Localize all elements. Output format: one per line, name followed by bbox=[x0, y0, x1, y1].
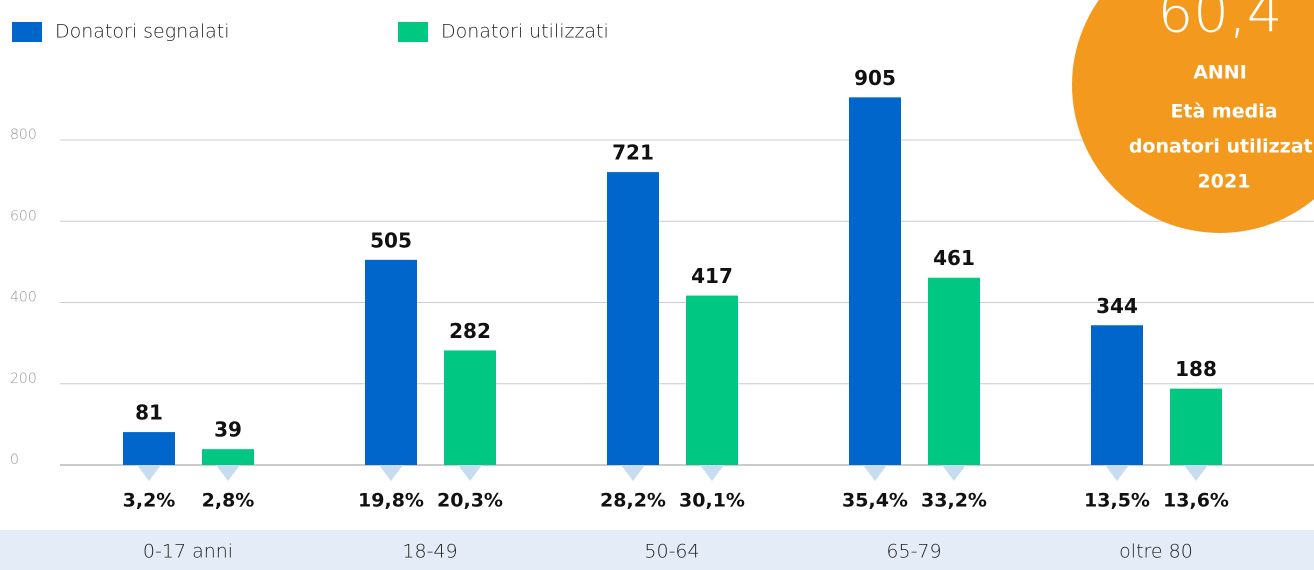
value-label: 417 bbox=[691, 264, 733, 288]
value-label: 81 bbox=[135, 401, 163, 425]
bar bbox=[123, 432, 175, 465]
annotation-line: donatori utilizzati bbox=[1129, 136, 1314, 158]
share-label: 19,8% bbox=[358, 490, 424, 512]
legend-label: Donatori utilizzati bbox=[441, 21, 609, 43]
value-label: 39 bbox=[214, 418, 242, 442]
bar bbox=[1170, 388, 1222, 465]
pointer bbox=[942, 465, 966, 481]
x-tick-label: 0-17 anni bbox=[143, 541, 233, 563]
y-tick-label: 600 bbox=[10, 208, 37, 224]
pointer bbox=[700, 465, 724, 481]
bar bbox=[607, 172, 659, 465]
bar bbox=[365, 259, 417, 465]
value-label: 344 bbox=[1096, 294, 1138, 318]
share-label: 33,2% bbox=[921, 490, 987, 512]
x-tick-label: 65-79 bbox=[886, 541, 941, 563]
pointer bbox=[1105, 465, 1129, 481]
legend-swatch bbox=[12, 22, 42, 42]
bar bbox=[686, 295, 738, 465]
legend-label: Donatori segnalati bbox=[55, 21, 229, 43]
pointer bbox=[1184, 465, 1208, 481]
share-label: 30,1% bbox=[679, 490, 745, 512]
value-label: 505 bbox=[370, 228, 412, 252]
bar bbox=[849, 97, 901, 465]
value-label: 461 bbox=[933, 246, 975, 270]
bar bbox=[928, 277, 980, 465]
annotation-unit: ANNI bbox=[1193, 62, 1247, 84]
bar bbox=[1091, 325, 1143, 465]
x-tick-label: 50-64 bbox=[644, 541, 699, 563]
share-label: 13,6% bbox=[1163, 490, 1229, 512]
share-label: 13,5% bbox=[1084, 490, 1150, 512]
share-label: 20,3% bbox=[437, 490, 503, 512]
share-label: 28,2% bbox=[600, 490, 666, 512]
pointer bbox=[863, 465, 887, 481]
share-label: 2,8% bbox=[202, 490, 255, 512]
x-tick-label: oltre 80 bbox=[1119, 541, 1193, 563]
category-band bbox=[0, 530, 1314, 570]
y-tick-label: 200 bbox=[10, 371, 37, 387]
legend-swatch bbox=[398, 22, 428, 42]
value-label: 188 bbox=[1175, 357, 1217, 381]
value-label: 282 bbox=[449, 319, 491, 343]
annotation-value: 60,4 bbox=[1158, 0, 1283, 45]
pointer bbox=[621, 465, 645, 481]
pointer bbox=[137, 465, 161, 481]
annotation-line: Età media bbox=[1170, 101, 1277, 123]
value-label: 721 bbox=[612, 141, 654, 165]
share-label: 3,2% bbox=[123, 490, 176, 512]
bar bbox=[202, 449, 254, 465]
bar bbox=[444, 350, 496, 465]
annotation-circle bbox=[1072, 0, 1314, 233]
share-label: 35,4% bbox=[842, 490, 908, 512]
pointer bbox=[379, 465, 403, 481]
value-label: 905 bbox=[854, 66, 896, 90]
y-tick-label: 0 bbox=[10, 452, 19, 468]
pointer bbox=[216, 465, 240, 481]
pointer bbox=[458, 465, 482, 481]
x-tick-label: 18-49 bbox=[402, 541, 457, 563]
annotation-line: 2021 bbox=[1198, 171, 1251, 193]
y-tick-label: 400 bbox=[10, 290, 37, 306]
y-tick-label: 800 bbox=[10, 127, 37, 143]
